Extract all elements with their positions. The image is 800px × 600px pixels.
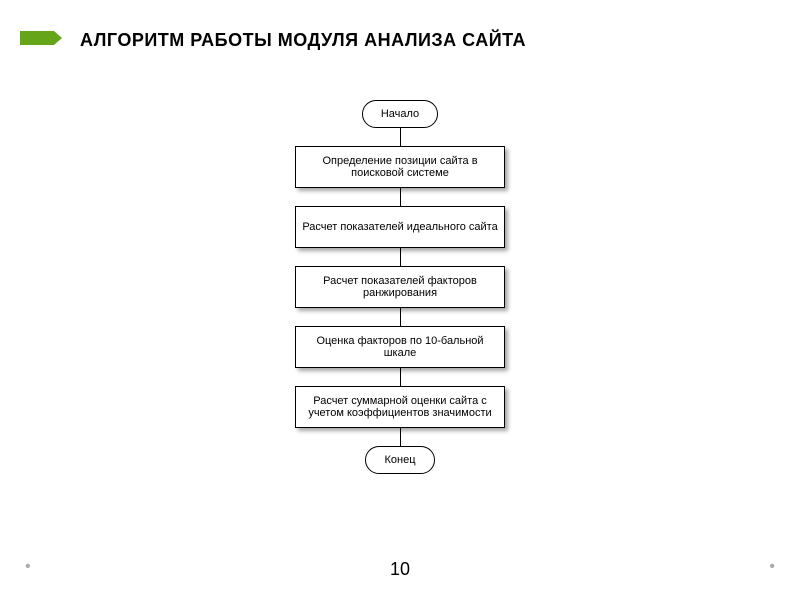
flow-node-label: Начало (381, 108, 419, 120)
header: АЛГОРИТМ РАБОТЫ МОДУЛЯ АНАЛИЗА САЙТА (20, 30, 526, 51)
flow-node-step: Оценка факторов по 10-бальной шкале (295, 326, 505, 368)
flow-node-label: Оценка факторов по 10-бальной шкале (302, 335, 498, 359)
flow-edge (400, 248, 401, 266)
slide-page: АЛГОРИТМ РАБОТЫ МОДУЛЯ АНАЛИЗА САЙТА Нач… (0, 0, 800, 600)
flow-node-end: Конец (365, 446, 434, 474)
flow-edge (400, 428, 401, 446)
flow-node-step: Определение позиции сайта в поисковой си… (295, 146, 505, 188)
flow-node-label: Конец (384, 454, 415, 466)
flow-node-label: Определение позиции сайта в поисковой си… (302, 155, 498, 179)
flow-node-step: Расчет суммарной оценки сайта с учетом к… (295, 386, 505, 428)
flow-node-start: Начало (362, 100, 438, 128)
flow-node-label: Расчет показателей факторов ранжирования (302, 275, 498, 299)
flowchart: Начало Определение позиции сайта в поиск… (0, 100, 800, 474)
flow-node-step: Расчет показателей факторов ранжирования (295, 266, 505, 308)
flow-edge (400, 368, 401, 386)
flowchart-column: Начало Определение позиции сайта в поиск… (295, 100, 505, 474)
title-arrow-icon (20, 31, 62, 50)
flow-node-label: Расчет показателей идеального сайта (302, 221, 497, 233)
corner-dot-icon: • (769, 559, 775, 575)
flow-edge (400, 128, 401, 146)
flow-edge (400, 308, 401, 326)
corner-dot-icon: • (25, 559, 31, 575)
flow-edge (400, 188, 401, 206)
page-title: АЛГОРИТМ РАБОТЫ МОДУЛЯ АНАЛИЗА САЙТА (80, 30, 526, 51)
flow-node-step: Расчет показателей идеального сайта (295, 206, 505, 248)
flow-node-label: Расчет суммарной оценки сайта с учетом к… (302, 395, 498, 419)
page-number: 10 (390, 559, 410, 580)
